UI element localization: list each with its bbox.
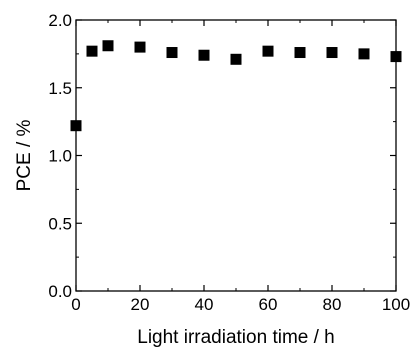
- data-point: [390, 51, 402, 63]
- x-tick-label: 60: [259, 295, 278, 314]
- data-point: [326, 47, 338, 59]
- y-tick-label: 0.0: [48, 282, 72, 301]
- data-point: [294, 47, 306, 59]
- x-axis-ticks: 0 20 40 60 80 100: [71, 20, 410, 314]
- data-point: [358, 48, 370, 60]
- data-points: [70, 40, 402, 132]
- x-axis-label: Light irradiation time / h: [137, 327, 335, 348]
- x-tick-label: 0: [71, 295, 80, 314]
- y-axis-label: PCE / %: [14, 120, 35, 192]
- y-tick-label: 2.0: [48, 11, 72, 30]
- data-point: [102, 40, 114, 52]
- y-tick-label: 1.5: [48, 79, 72, 98]
- y-tick-label: 1.0: [48, 147, 72, 166]
- data-point: [70, 120, 82, 132]
- data-point: [166, 47, 178, 59]
- data-point: [262, 45, 274, 57]
- data-point: [134, 41, 146, 53]
- x-tick-label: 20: [131, 295, 150, 314]
- x-tick-label: 40: [195, 295, 214, 314]
- data-point: [86, 45, 98, 57]
- x-tick-label: 80: [323, 295, 342, 314]
- x-tick-label: 100: [382, 295, 410, 314]
- y-axis-ticks: 0.0 0.5 1.0 1.5 2.0: [48, 11, 396, 301]
- data-point: [198, 49, 210, 61]
- y-tick-label: 0.5: [48, 214, 72, 233]
- data-point: [230, 53, 242, 65]
